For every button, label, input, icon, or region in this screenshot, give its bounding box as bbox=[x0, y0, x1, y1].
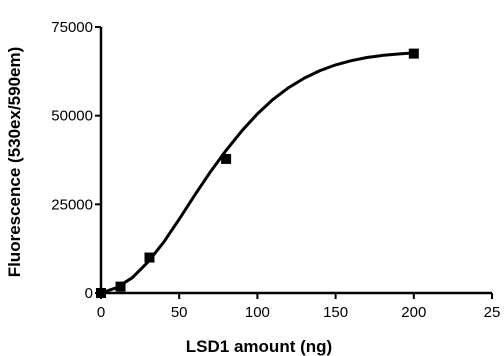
data-point bbox=[115, 281, 126, 292]
y-tick-label: 50000 bbox=[51, 108, 93, 125]
x-tick-label: 150 bbox=[323, 304, 348, 321]
y-tick-label: 25000 bbox=[51, 196, 93, 213]
x-tick-label: 200 bbox=[401, 304, 426, 321]
data-point bbox=[221, 153, 232, 164]
data-point bbox=[144, 252, 155, 263]
x-tick-label: 50 bbox=[171, 304, 188, 321]
data-point bbox=[408, 48, 419, 59]
x-tick-label: 100 bbox=[245, 304, 270, 321]
x-tick-label: 0 bbox=[97, 304, 105, 321]
y-tick-label: 0 bbox=[85, 285, 93, 302]
data-point bbox=[96, 288, 106, 298]
y-axis-title: Fluorescence (530ex/590em) bbox=[5, 47, 24, 278]
y-tick-label: 75000 bbox=[51, 19, 93, 36]
x-axis-title: LSD1 amount (ng) bbox=[186, 337, 332, 356]
x-tick-label: 25 bbox=[484, 304, 501, 321]
